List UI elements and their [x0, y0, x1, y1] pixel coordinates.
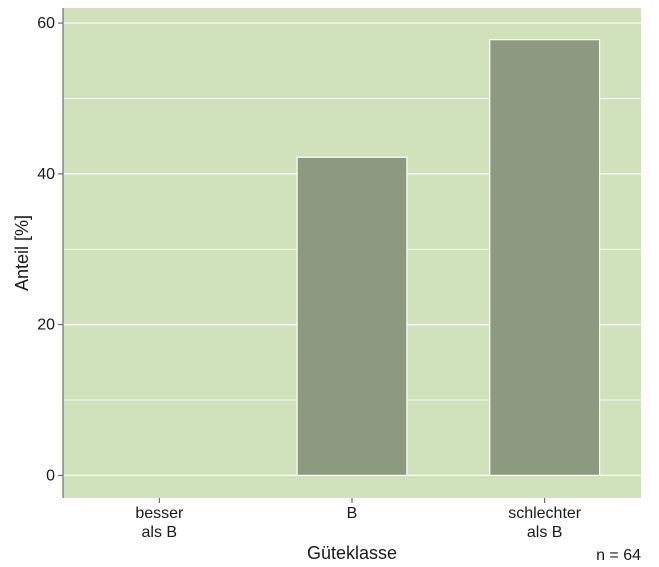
y-tick-label: 0 — [46, 467, 55, 484]
x-tick-label-line: B — [347, 505, 358, 522]
y-tick-label: 40 — [37, 166, 55, 183]
x-tick-label-line: besser — [135, 505, 184, 522]
y-tick-layer: 0 20 40 60 — [37, 15, 63, 484]
x-tick-label-line: als B — [142, 524, 178, 541]
x-tick-label-line: als B — [527, 524, 563, 541]
bar — [296, 156, 408, 476]
bar-layer — [296, 39, 601, 476]
x-tick-label-line: schlechter — [508, 505, 582, 522]
x-tick-label: schlechter als B — [508, 505, 582, 541]
x-tick-label: B — [347, 505, 358, 522]
y-axis-title: Anteil [%] — [12, 215, 32, 291]
x-tick-label: besser als B — [135, 505, 184, 541]
y-tick-label: 20 — [37, 317, 55, 334]
bar — [489, 39, 601, 476]
y-tick-label: 60 — [37, 15, 55, 32]
x-tick-layer: besser als B B schlechter als B — [135, 498, 582, 541]
sample-size-note: n = 64 — [596, 547, 641, 564]
x-axis-title: Güteklasse — [307, 543, 397, 563]
